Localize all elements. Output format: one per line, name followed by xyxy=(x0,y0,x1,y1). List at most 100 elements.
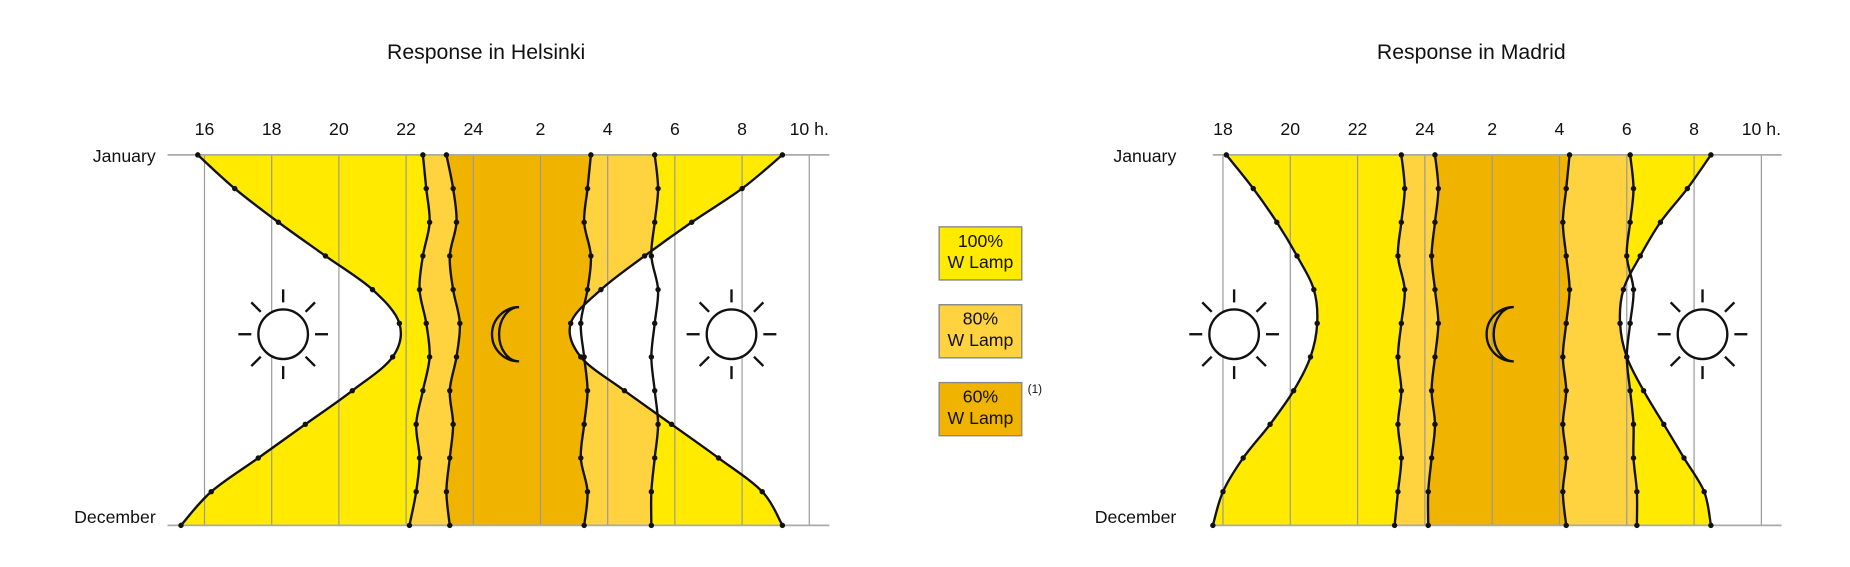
boundary-curve xyxy=(1393,154,1406,526)
x-tick-label: 4 xyxy=(603,119,613,139)
curve-point xyxy=(1563,522,1569,529)
curve-point xyxy=(396,320,403,327)
curve-point xyxy=(578,320,584,327)
curve-point xyxy=(1307,354,1314,360)
boundary-curve xyxy=(568,153,784,526)
curve-point xyxy=(581,522,587,529)
curve-point xyxy=(1398,387,1405,394)
curve-point xyxy=(1395,421,1401,428)
band xyxy=(409,154,460,526)
curve-point xyxy=(1661,421,1667,428)
curve-point xyxy=(420,387,426,394)
boundary-curve xyxy=(445,154,462,526)
curve-point xyxy=(759,488,765,495)
band xyxy=(180,154,430,526)
curve-point xyxy=(450,185,456,192)
curve-point xyxy=(450,286,456,293)
curve-point xyxy=(1314,320,1320,327)
curve-point xyxy=(1240,455,1246,461)
curve-point xyxy=(1290,387,1297,394)
x-tick-label: 6 xyxy=(670,119,680,139)
curve-point xyxy=(1701,488,1707,495)
curve-point xyxy=(655,185,661,192)
curve-point xyxy=(447,253,453,259)
curve-point xyxy=(652,152,658,158)
curve-point xyxy=(1398,152,1405,158)
curve-point xyxy=(1563,455,1569,461)
curve-point xyxy=(416,455,423,461)
legend-swatch xyxy=(938,226,1023,281)
x-tick-label: 16 xyxy=(195,119,215,139)
curve-point xyxy=(1250,185,1256,192)
boundary-curve xyxy=(408,154,431,526)
curve-point xyxy=(369,286,376,293)
curve-point xyxy=(1630,455,1637,461)
curve-point xyxy=(1425,522,1431,529)
curve-point xyxy=(1560,219,1566,225)
curve-point xyxy=(779,522,786,529)
curve-point xyxy=(423,320,429,327)
curve-point xyxy=(453,354,460,360)
y-tick-label: December xyxy=(1095,507,1177,527)
curve-point xyxy=(1428,253,1435,259)
curve-point xyxy=(1630,185,1637,192)
curve-point xyxy=(584,286,591,293)
curve-point xyxy=(598,286,604,293)
curve-point xyxy=(578,354,584,360)
curve-point xyxy=(1563,253,1569,259)
legend-note: (1) xyxy=(1028,383,1042,396)
curve-point xyxy=(1627,320,1633,327)
band xyxy=(580,154,659,526)
x-tick-label: 6 xyxy=(1622,119,1632,139)
curve-point xyxy=(1634,522,1640,529)
legend-label: 100% xyxy=(958,231,1004,251)
curve-point xyxy=(1267,421,1273,428)
x-tick-label: 24 xyxy=(463,119,483,139)
curve-point xyxy=(389,354,396,360)
curve-point xyxy=(1432,219,1438,225)
boundary-curve xyxy=(1561,154,1571,526)
chart-title: Response in Helsinki xyxy=(387,41,585,64)
curve-point xyxy=(1432,286,1438,293)
bands xyxy=(1212,154,1711,526)
curve-point xyxy=(1563,185,1569,192)
curve-point xyxy=(1634,488,1640,495)
curve-point xyxy=(1560,354,1566,360)
y-tick-label: January xyxy=(1113,146,1176,166)
curve-point xyxy=(232,185,238,192)
curve-point xyxy=(443,488,450,495)
curve-point xyxy=(423,185,429,192)
boundary-curve xyxy=(649,154,660,526)
curve-point xyxy=(457,320,463,327)
curve-point xyxy=(1560,421,1566,428)
curve-point xyxy=(1630,286,1637,293)
boundary-curve xyxy=(579,154,593,526)
curve-point xyxy=(581,219,587,225)
sun-icon xyxy=(237,288,330,381)
curve-point xyxy=(648,488,655,495)
curve-point xyxy=(652,320,658,327)
curve-point xyxy=(1435,185,1442,192)
curve-point xyxy=(1620,286,1627,293)
curve-point xyxy=(1708,522,1714,529)
band xyxy=(1427,154,1570,526)
curve-point xyxy=(1395,253,1401,259)
curve-point xyxy=(1684,185,1691,192)
curve-point xyxy=(178,522,184,529)
boundary-curve xyxy=(1625,154,1639,526)
curve-point xyxy=(1560,488,1566,495)
curve-point xyxy=(1432,354,1438,360)
curve-point xyxy=(739,185,745,192)
curve-point xyxy=(1210,522,1216,529)
curve-point xyxy=(1627,219,1633,225)
curve-point xyxy=(322,253,329,259)
boundary-curve xyxy=(1618,154,1713,526)
curve-point xyxy=(655,421,661,428)
curve-point xyxy=(1563,387,1569,394)
curve-point xyxy=(420,152,426,158)
curve-point xyxy=(1391,522,1398,529)
sun-icon xyxy=(685,288,778,381)
band xyxy=(1562,154,1638,526)
curve-point xyxy=(1432,152,1438,158)
